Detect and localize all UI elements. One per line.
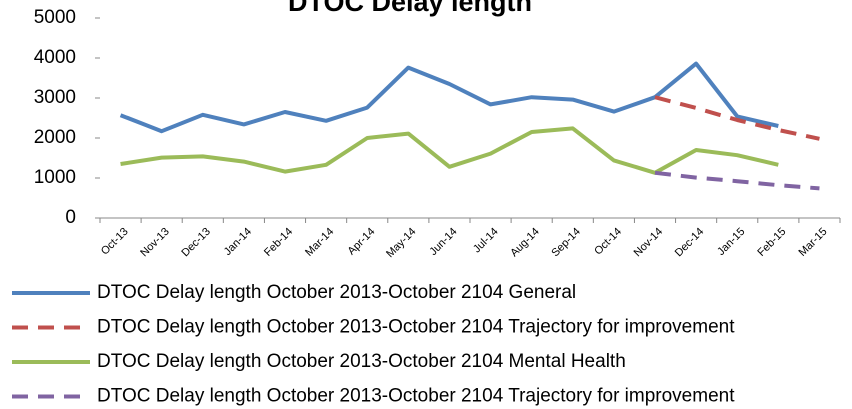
x-tick-label: May-14 — [384, 226, 418, 260]
x-tick-label: Nov-14 — [632, 226, 666, 260]
series-line — [120, 126, 779, 175]
x-tick-label: Oct-13 — [99, 226, 131, 258]
y-tick-label: 0 — [65, 207, 76, 228]
x-tick-label: Jul-14 — [471, 226, 501, 256]
x-tick-label: Jun-14 — [427, 226, 459, 258]
x-tick-label: Oct-14 — [592, 226, 624, 258]
x-tick-label: Mar-14 — [303, 226, 336, 259]
y-tick-label: 3000 — [34, 87, 76, 108]
y-tick-label: 2000 — [34, 127, 76, 148]
x-tick-label: Jan-14 — [222, 226, 254, 258]
x-tick-label: Apr-14 — [346, 226, 378, 258]
series-line — [654, 95, 820, 141]
legend-label: DTOC Delay length October 2013-October 2… — [97, 351, 626, 372]
x-tick-label: Jan-15 — [715, 226, 747, 258]
series-line — [119, 61, 779, 134]
x-tick-label: Sep-14 — [549, 226, 583, 260]
legend-label: DTOC Delay length October 2013-October 2… — [97, 282, 576, 303]
x-tick-label: Dec-14 — [673, 226, 707, 260]
legend-label: DTOC Delay length October 2013-October 2… — [97, 386, 735, 407]
legend-label: DTOC Delay length October 2013-October 2… — [97, 317, 735, 338]
chart-title: DTOC Delay length — [288, 0, 532, 17]
series-line — [654, 170, 820, 191]
y-tick-label: 5000 — [34, 7, 76, 28]
y-tick-label: 1000 — [34, 167, 76, 188]
x-tick-label: Mar-15 — [796, 226, 829, 259]
y-tick-label: 4000 — [34, 47, 76, 68]
x-tick-label: Feb-15 — [755, 226, 788, 259]
x-tick-label: Aug-14 — [508, 226, 542, 260]
x-tick-label: Nov-13 — [138, 226, 172, 260]
x-tick-label: Feb-14 — [262, 226, 295, 259]
x-tick-label: Dec-13 — [179, 226, 213, 260]
